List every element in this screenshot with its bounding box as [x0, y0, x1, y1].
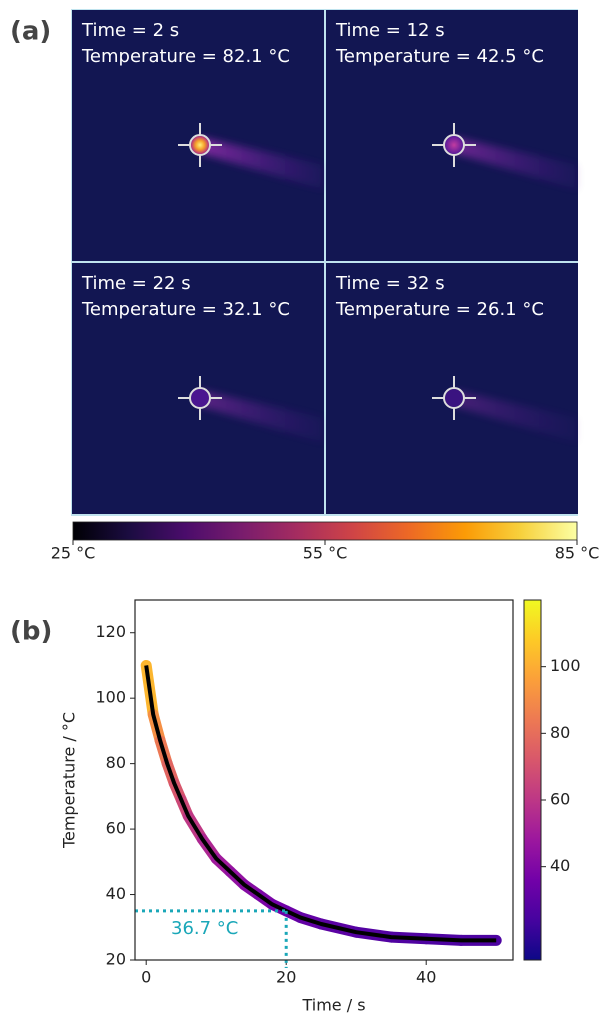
- colorbar-tick-label: 100: [550, 656, 581, 675]
- hotspot: [445, 389, 463, 407]
- colorbar-tick-label: 80: [550, 723, 570, 742]
- colorbar-tick-label: 25 °C: [51, 544, 96, 563]
- x-tick-label: 40: [416, 968, 436, 987]
- colorbar-tick-label: 40: [550, 856, 570, 875]
- temperature-label: Temperature = 32.1 °C: [81, 299, 290, 320]
- temperature-label: Temperature = 82.1 °C: [81, 46, 290, 67]
- x-tick-label: 0: [141, 968, 151, 987]
- colorbar-tick-label: 85 °C: [555, 544, 600, 563]
- annotation-text: 36.7 °C: [171, 918, 238, 939]
- y-tick-label: 100: [95, 688, 126, 707]
- x-axis-label: Time / s: [301, 996, 365, 1015]
- time-label: Time = 32 s: [335, 273, 445, 294]
- plume: [200, 137, 324, 190]
- hotspot: [445, 136, 463, 154]
- thermal-image: Time = 32 s Temperature = 26.1 °C: [326, 263, 578, 514]
- time-label: Time = 12 s: [335, 20, 445, 41]
- time-label: Time = 2 s: [81, 20, 179, 41]
- plume: [454, 390, 578, 443]
- y-tick-label: 20: [106, 950, 126, 969]
- plume: [454, 137, 578, 190]
- plume: [200, 390, 324, 443]
- thermal-image: Time = 12 s Temperature = 42.5 °C: [326, 10, 578, 261]
- time-label: Time = 22 s: [81, 273, 191, 294]
- colorbar-tick-label: 55 °C: [303, 544, 348, 563]
- thermal-image: Time = 2 s Temperature = 82.1 °C: [72, 10, 324, 261]
- temperature-label: Temperature = 42.5 °C: [335, 46, 544, 67]
- temperature-label: Temperature = 26.1 °C: [335, 299, 544, 320]
- colorbar-tick-label: 60: [550, 790, 570, 809]
- colorbar: [523, 599, 542, 961]
- panel-label: (a): [10, 17, 51, 47]
- y-axis-label: Temperature / °C: [60, 712, 79, 849]
- colorbar: [72, 521, 578, 541]
- panel-label: (b): [10, 617, 52, 647]
- hotspot: [191, 136, 209, 154]
- plot-frame: [134, 599, 514, 961]
- temperature-line: [144, 665, 497, 943]
- y-tick-label: 40: [106, 884, 126, 903]
- hotspot: [191, 389, 209, 407]
- x-tick-label: 20: [276, 968, 296, 987]
- y-tick-label: 80: [106, 753, 126, 772]
- thermal-image: Time = 22 s Temperature = 32.1 °C: [72, 263, 324, 514]
- y-tick-label: 60: [106, 819, 126, 838]
- y-tick-label: 120: [95, 622, 126, 641]
